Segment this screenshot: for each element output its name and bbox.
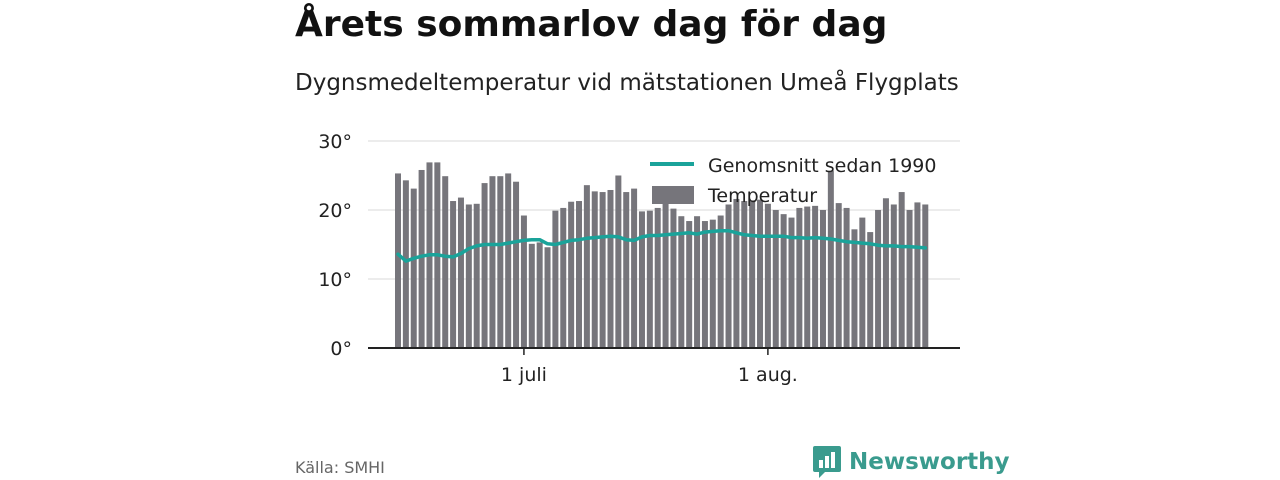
newsworthy-logo-icon	[813, 446, 841, 478]
temperature-bar	[615, 175, 622, 348]
brand-logo[interactable]: Newsworthy	[813, 446, 1010, 478]
temperature-bar	[646, 210, 653, 348]
temperature-bar	[576, 201, 583, 348]
temperature-bar	[867, 232, 874, 348]
temperature-bar	[827, 170, 834, 348]
temperature-bar	[741, 201, 748, 348]
temperature-bar	[489, 176, 496, 348]
temperature-bar	[906, 210, 913, 348]
temperature-bar	[757, 199, 764, 348]
temperature-bar	[662, 203, 669, 348]
temperature-bar	[898, 192, 905, 348]
temperature-bar	[395, 173, 401, 348]
temperature-bar	[528, 243, 535, 348]
temperature-bar	[568, 201, 575, 348]
temperature-bar	[780, 214, 787, 348]
temperature-bar	[796, 207, 803, 348]
temperature-bar	[851, 229, 858, 348]
temperature-bar	[481, 183, 488, 348]
temperature-bar	[591, 191, 598, 348]
x-axis-tick-labels: 1 juli 1 aug.	[501, 364, 798, 386]
legend-label-average: Genomsnitt sedan 1990	[708, 155, 936, 177]
temperature-bar	[442, 176, 449, 348]
temperature-bar	[788, 217, 795, 348]
temperature-bar	[717, 215, 724, 348]
temperature-bar	[678, 216, 685, 348]
temperature-bar	[835, 203, 842, 348]
temperature-bar	[701, 221, 708, 348]
temperature-bar	[890, 204, 897, 348]
temperature-bar	[749, 200, 756, 348]
temperature-bars	[395, 162, 929, 348]
temperature-bar	[607, 189, 614, 348]
temperature-bar	[670, 208, 677, 348]
y-tick-label: 30°	[318, 131, 352, 153]
temperature-bar	[694, 216, 701, 348]
temperature-bar	[819, 210, 826, 348]
temperature-chart: 0° 10° 20° 30° 1 juli 1 aug. Genomsnitt seda…	[318, 131, 960, 386]
legend-label-temperature: Temperatur	[707, 185, 817, 207]
average-line-group	[396, 228, 928, 263]
temperature-bar	[914, 202, 921, 348]
x-tick-label: 1 juli	[501, 364, 547, 386]
temperature-bar	[804, 206, 811, 348]
temperature-bar	[402, 180, 409, 348]
temperature-bar	[764, 203, 771, 348]
temperature-bar	[725, 204, 732, 348]
temperature-bar	[520, 215, 527, 348]
average-line	[396, 228, 928, 263]
temperature-bar	[843, 207, 850, 348]
temperature-bar	[544, 247, 551, 348]
temperature-bar	[686, 221, 693, 348]
y-tick-label: 20°	[318, 200, 352, 222]
temperature-bar	[513, 181, 520, 348]
temperature-bar	[497, 176, 504, 348]
temperature-bar	[733, 198, 740, 348]
temperature-bar	[465, 204, 472, 348]
source-note: Källa: SMHI	[295, 458, 385, 477]
temperature-bar	[623, 192, 630, 348]
temperature-bar	[410, 188, 417, 348]
y-axis-tick-labels: 0° 10° 20° 30°	[318, 131, 352, 360]
temperature-bar	[859, 217, 866, 348]
temperature-bar	[772, 210, 779, 348]
temperature-bar	[875, 210, 882, 348]
temperature-bar	[583, 185, 590, 348]
temperature-bar	[922, 204, 929, 348]
y-tick-label: 0°	[330, 338, 352, 360]
legend-swatch-temperature	[652, 186, 694, 204]
chart-title: Årets sommarlov dag för dag	[295, 4, 888, 45]
temperature-bar	[457, 197, 464, 348]
temperature-bar	[473, 203, 480, 348]
temperature-bar	[505, 173, 512, 348]
temperature-bar	[560, 207, 567, 348]
brand-name: Newsworthy	[849, 449, 1010, 475]
temperature-bar	[418, 169, 425, 348]
temperature-bar	[631, 188, 638, 348]
temperature-bar	[536, 242, 543, 348]
x-tick-label: 1 aug.	[738, 364, 798, 386]
temperature-bar	[450, 201, 457, 348]
x-axis	[368, 347, 960, 355]
temperature-bar	[882, 198, 889, 348]
temperature-bar	[599, 192, 606, 348]
temperature-bar	[654, 207, 661, 348]
temperature-bar	[638, 211, 645, 348]
temperature-bar	[552, 210, 559, 348]
temperature-bar	[812, 205, 819, 348]
temperature-bar	[709, 219, 716, 348]
y-tick-label: 10°	[318, 269, 352, 291]
chart-subtitle: Dygnsmedeltemperatur vid mätstationen Um…	[295, 70, 959, 96]
legend: Genomsnitt sedan 1990 Temperatur	[650, 155, 936, 207]
